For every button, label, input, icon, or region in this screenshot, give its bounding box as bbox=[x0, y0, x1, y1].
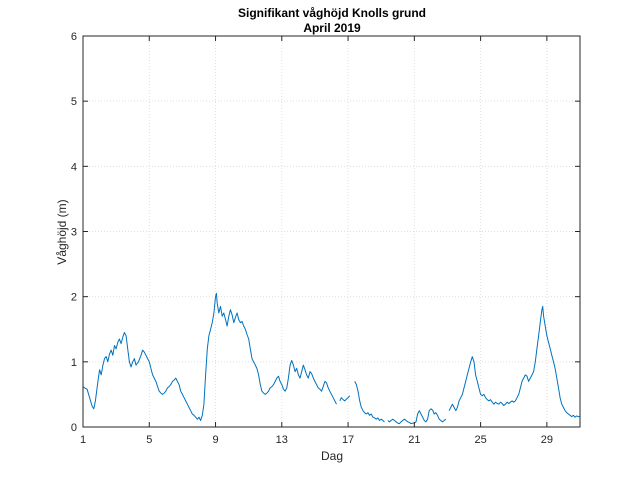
chart-title: Signifikant våghöjd Knolls grund bbox=[238, 6, 426, 20]
series-line-segment bbox=[387, 408, 447, 425]
x-tick-label: 21 bbox=[408, 434, 420, 446]
x-tick-label: 13 bbox=[276, 434, 288, 446]
series-line-segment bbox=[354, 381, 385, 423]
y-tick-label: 2 bbox=[71, 292, 77, 304]
y-axis-label: Våghöjd (m) bbox=[55, 199, 69, 264]
y-tick-label: 3 bbox=[71, 227, 77, 239]
x-axis-label: Dag bbox=[321, 449, 343, 463]
x-tick-label: 5 bbox=[146, 434, 152, 446]
chart-subtitle: April 2019 bbox=[303, 21, 361, 35]
x-tick-label: 1 bbox=[80, 434, 86, 446]
x-tick-label: 25 bbox=[474, 434, 486, 446]
series-line-segment bbox=[339, 395, 351, 402]
y-tick-label: 4 bbox=[71, 161, 77, 173]
x-tick-label: 9 bbox=[212, 434, 218, 446]
plot-area bbox=[82, 292, 580, 425]
y-tick-label: 6 bbox=[71, 31, 77, 43]
y-tick-label: 5 bbox=[71, 96, 77, 108]
x-tick-label: 29 bbox=[541, 434, 553, 446]
x-tick-label: 17 bbox=[342, 434, 354, 446]
series-line-segment bbox=[448, 305, 580, 418]
grid bbox=[82, 35, 580, 428]
plot-frame bbox=[82, 35, 581, 428]
y-tick-label: 0 bbox=[71, 422, 77, 434]
y-tick-label: 1 bbox=[71, 357, 77, 369]
series-line-segment bbox=[82, 292, 337, 421]
